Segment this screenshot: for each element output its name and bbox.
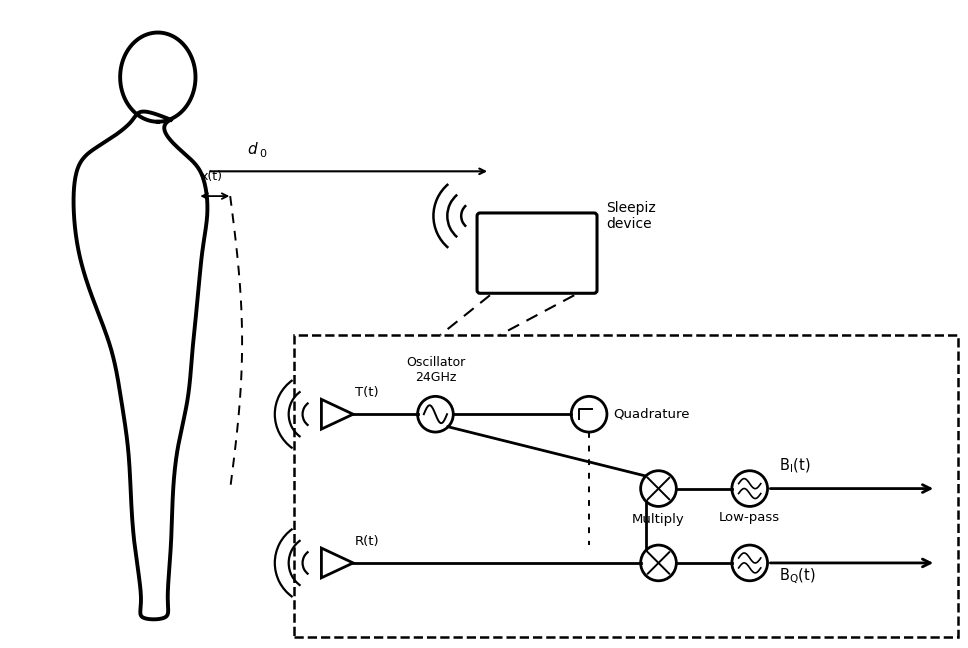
FancyBboxPatch shape	[477, 213, 597, 294]
Text: Oscillator
24GHz: Oscillator 24GHz	[406, 356, 465, 384]
Text: R(t): R(t)	[355, 535, 379, 548]
Text: d: d	[247, 142, 257, 157]
Bar	[293, 335, 958, 637]
Text: Quadrature: Quadrature	[613, 408, 689, 421]
Text: Sleepiz
device: Sleepiz device	[606, 201, 655, 231]
Text: Low-pass: Low-pass	[719, 511, 780, 524]
Text: B$_\mathsf{Q}$(t): B$_\mathsf{Q}$(t)	[779, 567, 816, 586]
Text: 0: 0	[259, 150, 266, 159]
Text: Multiply: Multiply	[632, 513, 685, 526]
Text: x(t): x(t)	[200, 170, 223, 183]
Text: T(t): T(t)	[355, 386, 378, 399]
Text: B$_\mathsf{I}$(t): B$_\mathsf{I}$(t)	[779, 457, 811, 476]
